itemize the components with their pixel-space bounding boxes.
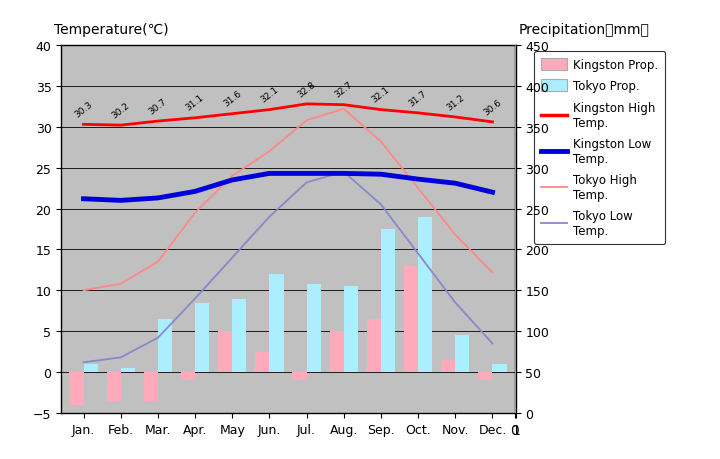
Bar <box>158 319 172 372</box>
Bar <box>121 368 135 372</box>
Text: 31.6: 31.6 <box>222 90 243 109</box>
Bar <box>441 360 455 372</box>
Text: 32.8: 32.8 <box>296 79 318 99</box>
Text: Precipitation（mm）: Precipitation（mm） <box>518 23 649 37</box>
Text: 30.6: 30.6 <box>482 97 503 117</box>
Bar <box>84 364 98 372</box>
Bar <box>381 230 395 372</box>
Bar <box>492 364 507 372</box>
Text: 31.1: 31.1 <box>184 93 206 113</box>
Bar <box>418 217 432 372</box>
Bar <box>307 284 320 372</box>
Text: 32.1: 32.1 <box>370 85 392 105</box>
Bar <box>404 266 418 372</box>
Text: 30.7: 30.7 <box>147 97 168 116</box>
Bar <box>478 372 492 381</box>
Text: 30.2: 30.2 <box>110 101 131 120</box>
Text: 32.7: 32.7 <box>333 80 354 100</box>
Bar <box>181 372 195 381</box>
Bar <box>343 286 358 372</box>
Bar <box>366 319 381 372</box>
Bar <box>218 331 233 372</box>
Bar <box>195 303 210 372</box>
Text: 32.1: 32.1 <box>258 85 280 105</box>
Bar <box>107 372 121 401</box>
Bar <box>269 274 284 372</box>
Text: Temperature(℃): Temperature(℃) <box>54 23 168 37</box>
Legend: Kingston Prop., Tokyo Prop., Kingston High
Temp., Kingston Low
Temp., Tokyo High: Kingston Prop., Tokyo Prop., Kingston Hi… <box>534 52 665 245</box>
Bar <box>330 331 343 372</box>
Bar <box>455 336 469 372</box>
Text: 31.2: 31.2 <box>445 93 466 112</box>
Bar <box>69 372 84 405</box>
Bar <box>144 372 158 401</box>
Bar <box>256 352 269 372</box>
Text: 30.3: 30.3 <box>73 100 94 119</box>
Bar <box>292 372 307 381</box>
Bar <box>233 299 246 372</box>
Text: 31.7: 31.7 <box>408 89 429 108</box>
